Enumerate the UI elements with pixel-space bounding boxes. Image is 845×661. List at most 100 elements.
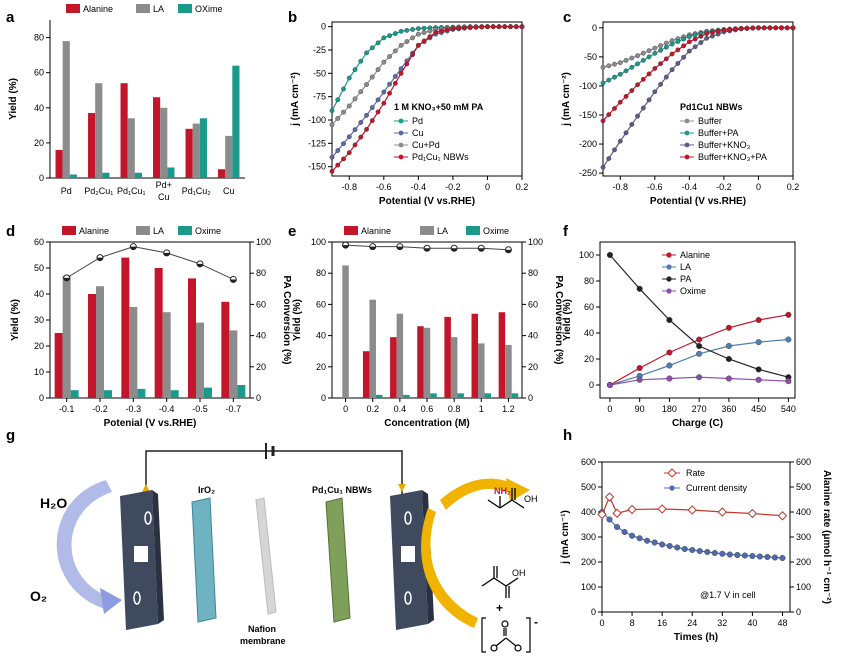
oxidation-arrow [56,480,112,610]
bar-a-la [95,83,103,178]
x-tick-label-a: Cu [158,192,170,202]
bar-d-alanine [221,301,230,398]
series-marker-b [410,27,416,32]
y2-tick-label-d: 80 [256,268,266,278]
panel-label-b: b [288,9,297,26]
x-tick-label-f: 360 [721,404,736,414]
series-marker-f [755,366,762,373]
series-marker-c [646,71,652,77]
series-marker-f [725,343,732,350]
reduction-arrow [421,508,478,628]
series-marker-b [450,26,456,31]
x-tick-label-a: Pd₁Cu₁ [117,186,146,196]
bar-e-oxime [457,393,464,398]
bar-a-la [225,135,233,178]
x-tick-label-h: 48 [777,618,787,628]
conversion-marker-fill-e [451,248,458,252]
legend-swatch-d [136,226,150,235]
series-marker-c [761,25,767,31]
conversion-marker-fill-d [197,263,203,267]
x-tick-label-d: -0.7 [226,404,242,414]
series-marker-b [364,126,369,132]
series-marker-c [727,27,733,32]
bar-e-la [342,265,349,398]
conversion-marker-fill-d [63,277,70,281]
y-tick-label-h: 400 [581,507,596,517]
bar-e-alanine [498,312,506,398]
bar-d-la [196,322,204,398]
series-marker-f [755,339,762,346]
series-marker-c [704,31,710,37]
bar-e-la [423,327,431,398]
alanine-structure [487,488,525,509]
series-marker-b [364,112,369,118]
series-marker-c [738,25,744,31]
series-marker-f [606,251,613,258]
series-marker-b [341,156,346,162]
current-density-marker [771,554,778,561]
series-marker-b [421,38,427,44]
series-marker-b [329,168,335,174]
legend-label-h: Rate [686,468,705,478]
series-marker-b [392,31,398,36]
chart-b: 0 -25 -50 -75 -100 -125 -150 -0.8 -0.6 -0.4 -0.2 0 0… [290,21,528,207]
bar-a-alanine [153,97,161,178]
current-density-marker [749,553,756,560]
bar-a-alanine [88,113,96,178]
series-marker-c [715,28,721,34]
x-axis-label-b: Potential (V vs.RHE) [379,196,475,207]
bar-d-oxime [237,385,246,398]
x-tick-label-d: -0.1 [59,404,75,414]
x-tick-label-d: -0.5 [192,404,208,414]
series-marker-b [415,42,421,48]
y-tick-label-a: 40 [34,103,44,113]
x-tick-label-d: -0.3 [126,404,142,414]
x-tick-label-f: 270 [692,404,707,414]
pyruvic-oh-label: OH [512,568,526,578]
plot-frame-f [599,241,796,399]
current-density-marker [629,532,636,539]
h2o-label: H₂O [40,495,67,511]
legend-marker-b [398,130,404,136]
bar-e-la [505,344,512,398]
rate-marker [777,511,788,521]
legend-label-c: Buffer+PA [698,128,738,138]
x-tick-label-a: Pd [61,186,72,196]
anode-plate-side [152,490,164,624]
series-marker-b [375,109,381,115]
series-marker-b [346,150,352,156]
y-tick-label-d: 60 [34,237,44,247]
series-line-c [602,27,793,122]
y-tick-label-a: 0 [39,173,44,183]
panel-label-d: d [6,223,15,240]
y2-tick-label-h: 100 [796,582,811,592]
o2-label: O₂ [30,588,47,604]
series-marker-c [686,39,692,45]
series-marker-b [352,67,358,73]
x-tick-label-h: 16 [657,618,667,628]
nafion-label-1: Nafion [248,624,276,634]
series-marker-f [696,350,703,357]
series-marker-c [790,25,796,31]
legend-swatch-d [62,226,76,235]
legend-label-h: Current density [686,483,748,493]
cathode-port-bottom [404,591,412,605]
cathode-port-top [404,511,412,525]
y-tick-label-b: -150 [308,162,326,172]
anode-window [134,546,148,562]
y-tick-label-d: 20 [34,341,44,351]
series-marker-b [473,24,479,30]
x-tick-label-h: 0 [599,618,604,628]
series-marker-b [421,30,427,35]
series-marker-c [663,44,669,50]
bar-e-oxime [430,393,437,398]
series-marker-c [733,26,738,32]
anode-port-top [144,511,152,525]
series-marker-b [369,105,375,110]
series-marker-c [646,97,652,103]
series-marker-b [341,109,346,115]
series-marker-b [381,59,387,65]
y-tick-label-b: -125 [308,138,326,148]
series-marker-b [485,24,490,30]
